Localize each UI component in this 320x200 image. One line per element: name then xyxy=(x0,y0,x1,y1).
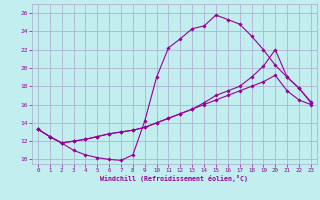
X-axis label: Windchill (Refroidissement éolien,°C): Windchill (Refroidissement éolien,°C) xyxy=(100,175,248,182)
